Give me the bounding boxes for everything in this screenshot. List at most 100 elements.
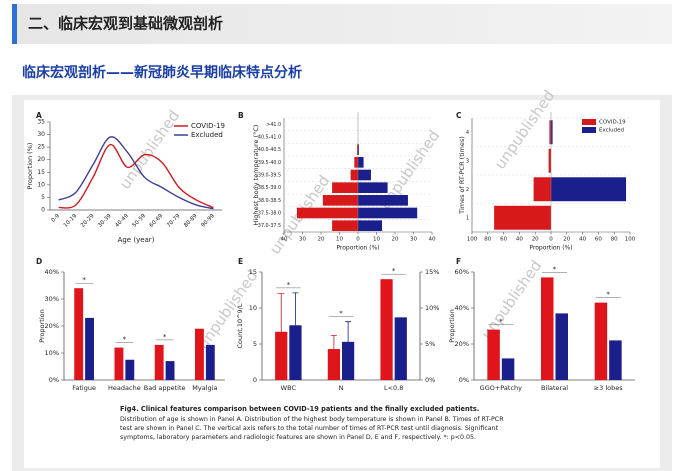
y-tick-label: 2 — [466, 187, 469, 193]
y-tick-label: 0 — [253, 376, 257, 384]
x-tick-label: 30 — [299, 237, 306, 243]
bar — [394, 317, 407, 380]
y-axis-title: Proportion — [38, 309, 46, 343]
legend-label: COVID-19 — [191, 122, 225, 130]
legend-label: Excluded — [191, 131, 223, 139]
bar — [501, 358, 515, 380]
bar — [551, 120, 553, 145]
bar — [357, 144, 358, 155]
y-tick-label: 37.5-38.0 — [258, 211, 281, 217]
header-accent — [12, 4, 17, 44]
x-tick-label: 0 — [356, 237, 360, 243]
x-tick-label: WBC — [281, 384, 297, 392]
significance-mark: * — [553, 265, 557, 273]
x-tick-label: L<0.8 — [384, 384, 403, 392]
bar — [358, 169, 371, 181]
x-tick-label: GGO+Patchy — [480, 384, 522, 392]
legend-label: Excluded — [599, 128, 624, 134]
x-tick-label: 0-9 — [50, 213, 61, 224]
bar — [541, 277, 554, 380]
caption-line: Distribution of age is shown in Panel A.… — [120, 416, 504, 423]
series-line — [58, 136, 214, 210]
caption-line: test are shown in Panel C. The vertical … — [120, 425, 499, 432]
y-axis-title: Proportion (%) — [26, 143, 34, 190]
y-tick-label: 39.0-39.5 — [258, 173, 281, 179]
y-axis-title: Proportion — [448, 309, 456, 343]
x-tick-label: 20 — [392, 237, 399, 243]
y-tick-label: 15 — [37, 169, 45, 176]
y-tick-label: 1 — [466, 215, 469, 221]
y-tick-label: 40% — [45, 268, 59, 276]
y-tick-label: 30% — [45, 295, 59, 303]
bar — [533, 177, 551, 202]
bar — [358, 157, 364, 168]
y-tick-label: 25 — [37, 144, 45, 151]
y-tick-label: 37.0-37.5 — [258, 223, 281, 229]
y-tick-label: 20% — [455, 340, 469, 348]
bar — [358, 182, 388, 193]
y-tick-label: 5 — [253, 340, 257, 348]
bar — [358, 195, 408, 206]
significance-mark: * — [82, 276, 86, 284]
significance-mark: * — [392, 267, 396, 275]
y-axis-title: Times of RT-PCR (times) — [458, 136, 466, 215]
panel-letter: C — [456, 111, 462, 120]
y-tick-label: 39.5-40.0 — [258, 160, 281, 166]
y-tick-label: 10 — [37, 181, 45, 188]
significance-mark: * — [163, 333, 167, 341]
x-tick-label: 40 — [579, 237, 586, 243]
bar — [165, 361, 175, 380]
x-tick-label: 10 — [373, 237, 380, 243]
panel-letter: F — [456, 257, 461, 266]
bar — [332, 220, 358, 231]
caption-title: Fig4. Clinical features comparison betwe… — [120, 405, 479, 413]
caption-line: symptoms, laboratory parameters and radi… — [120, 434, 476, 441]
y-tick-label: >41.0 — [266, 122, 281, 128]
legend-label: COVID-19 — [599, 120, 626, 126]
bar — [549, 120, 551, 145]
header-bar — [12, 4, 672, 44]
x-tick-label: 80 — [484, 237, 491, 243]
y-tick-label: 40.0-40.5 — [258, 147, 281, 153]
x-tick-label: ≥3 lobes — [594, 384, 624, 392]
error-bar — [278, 293, 285, 332]
bar — [322, 195, 358, 206]
subtitle: 临床宏观剖析——新冠肺炎早期临床特点分析 — [22, 64, 302, 81]
error-bar — [292, 292, 299, 326]
y-tick-label: 3 — [466, 158, 469, 164]
bar — [342, 341, 355, 380]
y-tick-label: 38.5-39.0 — [258, 185, 281, 191]
y-tick-label: 40.5-41.0 — [258, 135, 281, 141]
bar — [354, 157, 358, 168]
error-bar — [330, 334, 337, 350]
y-tick-label: 10% — [45, 349, 59, 357]
x-tick-label: 20 — [532, 237, 539, 243]
bar — [327, 349, 340, 380]
x-tick-label: N — [339, 384, 344, 392]
x-tick-label: 0 — [549, 237, 553, 243]
panel-letter: D — [36, 257, 42, 266]
y2-tick-label: 5% — [425, 340, 435, 348]
panel-letter: B — [238, 111, 244, 120]
significance-mark: * — [499, 318, 503, 326]
bar — [125, 359, 135, 380]
y-tick-label: 60% — [455, 268, 469, 276]
bar — [555, 313, 568, 380]
y-axis-title: Highest body temperature (°C) — [252, 125, 260, 226]
significance-mark: * — [339, 310, 343, 318]
bar — [358, 207, 418, 219]
y-tick-label: 5 — [41, 194, 45, 201]
bar — [380, 279, 393, 380]
significance-mark: * — [123, 336, 127, 344]
bar — [358, 144, 359, 155]
panel-letter: A — [36, 111, 42, 120]
bar — [195, 328, 204, 380]
y-tick-label: 10 — [249, 304, 257, 312]
bar — [296, 207, 358, 219]
y-tick-label: 30 — [37, 131, 45, 138]
y2-tick-label: 0% — [425, 376, 435, 384]
y-tick-label: 38.0-38.5 — [258, 198, 281, 204]
header-title: 二、临床宏观到基础微观剖析 — [28, 15, 223, 33]
